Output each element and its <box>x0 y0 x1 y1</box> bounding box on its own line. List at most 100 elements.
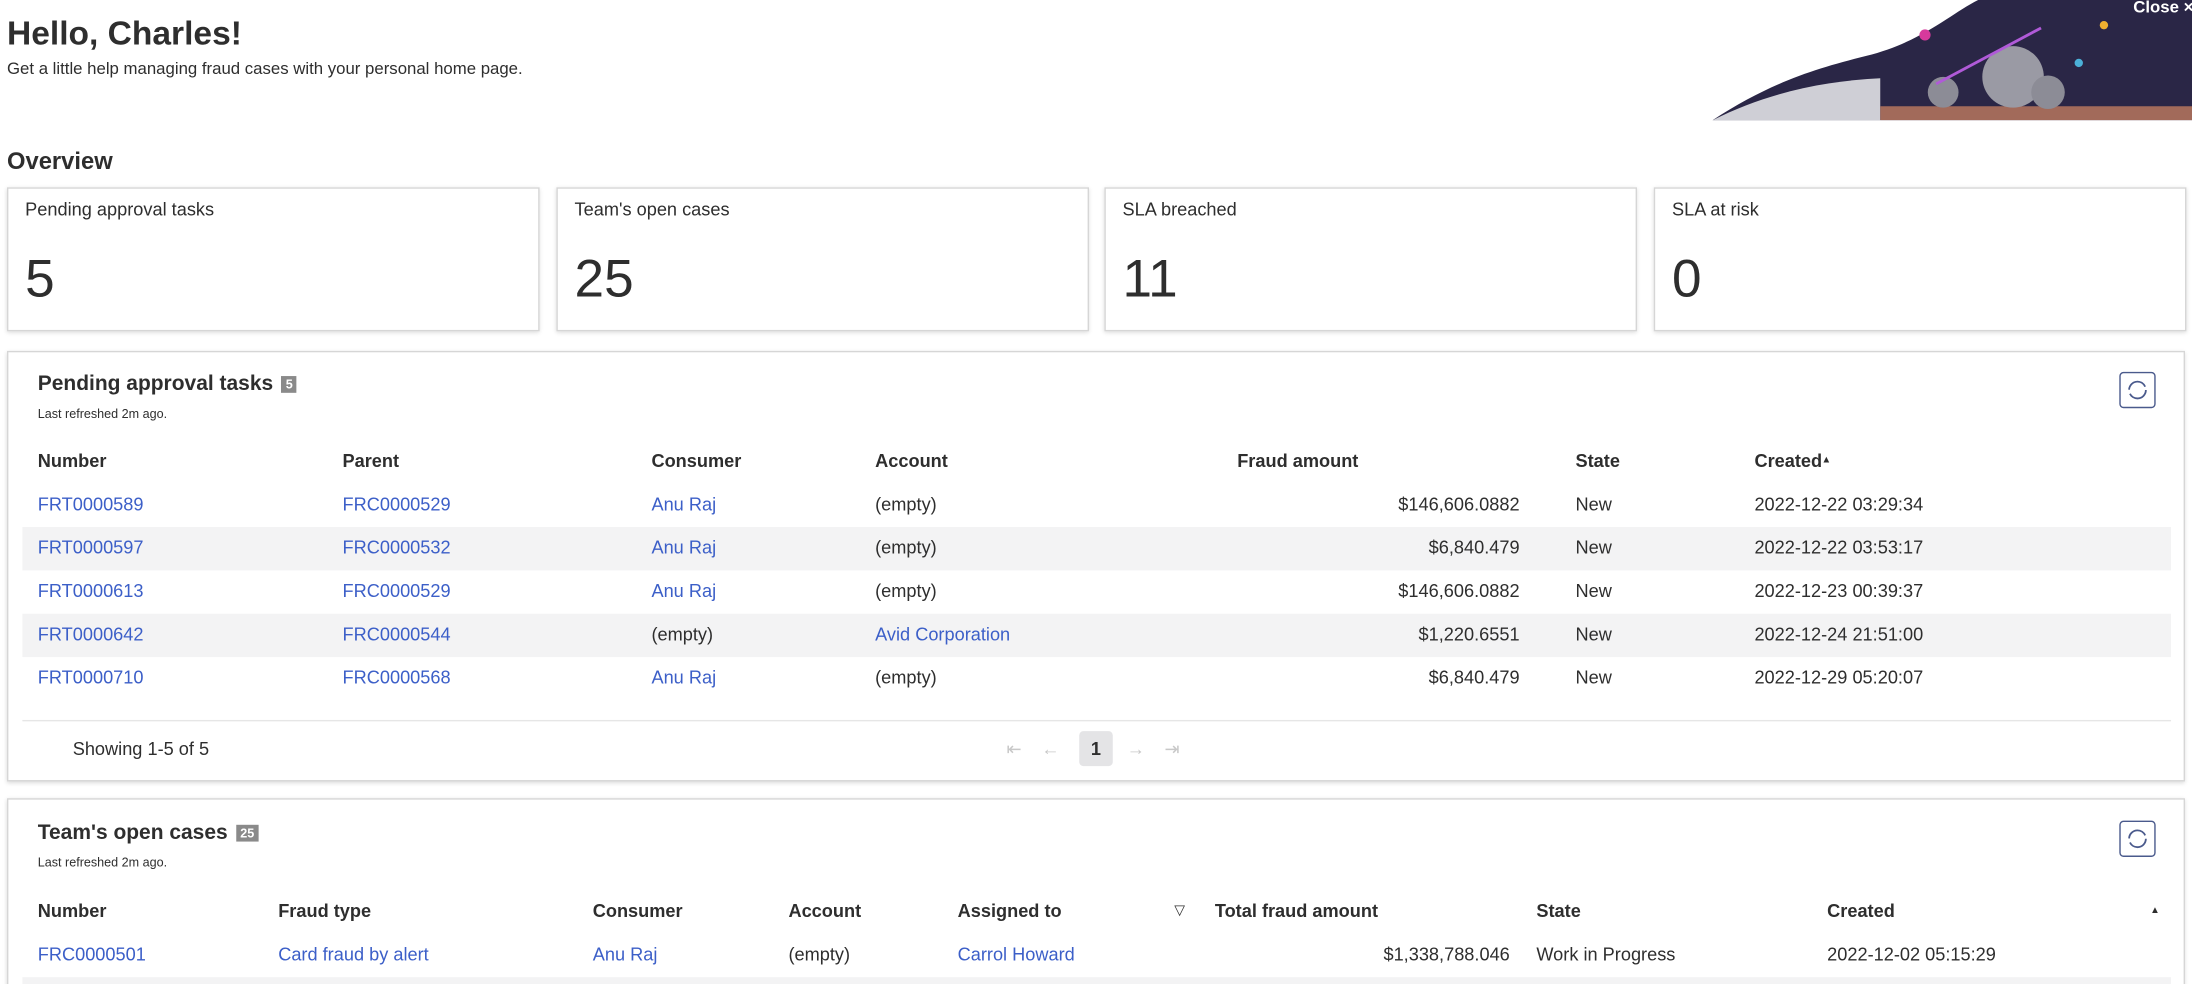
cell: (empty) <box>875 666 937 688</box>
cell-link[interactable]: FRT0000642 <box>37 623 144 645</box>
cell-link[interactable]: FRT0000597 <box>37 536 144 558</box>
page-number[interactable]: 1 <box>1079 731 1113 767</box>
illustration <box>1712 0 2192 121</box>
cell: $1,338,788.046 <box>1383 943 1510 965</box>
cell-link[interactable]: FRT0000589 <box>37 493 144 515</box>
column-header[interactable]: Created <box>1827 900 1895 922</box>
overview-card[interactable] <box>556 187 1090 332</box>
cell-link[interactable]: FRC0000529 <box>342 493 451 515</box>
cell: 2022-12-02 05:15:29 <box>1827 943 1996 965</box>
row-shade <box>22 613 2172 658</box>
column-header[interactable]: Account <box>875 450 948 472</box>
overview-card[interactable] <box>6 187 540 332</box>
refresh-button[interactable] <box>2119 820 2156 857</box>
cell: $146,606.0882 <box>1398 493 1520 515</box>
column-header[interactable]: Fraud type <box>278 900 372 922</box>
cell: 2022-12-29 05:20:07 <box>1754 666 1924 688</box>
pager-prev[interactable]: ⇤← <box>1006 738 1080 760</box>
row-shade <box>22 527 2172 571</box>
cell-link[interactable]: Avid Corporation <box>875 623 1011 645</box>
cell: $6,840.479 <box>1428 536 1520 558</box>
team-title: Team's open cases 25 <box>38 819 259 847</box>
close-label[interactable]: Close <box>2133 0 2179 17</box>
panel-title: Pending approval tasks <box>37 371 274 396</box>
cell: New <box>1575 536 1612 558</box>
cell-link[interactable]: Anu Raj <box>651 580 717 602</box>
cell: 2022-12-22 03:29:34 <box>1754 493 1924 515</box>
cell: New <box>1575 493 1612 515</box>
pager-next[interactable]: →⇥ <box>1126 738 1200 760</box>
cell: New <box>1575 666 1612 688</box>
row-shade <box>22 977 2172 984</box>
column-header[interactable]: Parent <box>342 450 400 472</box>
cell: (empty) <box>788 943 851 965</box>
filter-icon[interactable]: ▽ <box>1174 903 1186 919</box>
panel-title: Team's open cases <box>37 820 228 845</box>
cell: (empty) <box>651 623 714 645</box>
cell-link[interactable]: Anu Raj <box>651 493 717 515</box>
overview-card[interactable] <box>1104 187 1638 332</box>
cell-link[interactable]: FRT0000710 <box>37 666 144 688</box>
cell-link[interactable]: FRC0000532 <box>342 536 451 558</box>
cell: $146,606.0882 <box>1398 580 1520 602</box>
cell-link[interactable]: FRT0000613 <box>37 580 144 602</box>
cell-link[interactable]: FRC0000501 <box>37 943 146 965</box>
greeting: Hello, Charles! <box>6 15 242 54</box>
refresh-button[interactable] <box>2119 371 2156 409</box>
cell: 2022-12-22 03:53:17 <box>1754 536 1924 558</box>
cell-link[interactable]: Card fraud by alert <box>278 943 429 965</box>
column-header[interactable]: Consumer <box>592 900 683 922</box>
sort-icon[interactable]: ▲ <box>1821 455 1832 466</box>
column-header[interactable]: State <box>1575 450 1620 472</box>
overview-card[interactable] <box>1653 187 2187 332</box>
overview-title: Overview <box>6 148 113 175</box>
cell: $6,840.479 <box>1428 666 1520 688</box>
cell-link[interactable]: Anu Raj <box>651 666 717 688</box>
column-header[interactable]: Consumer <box>651 450 742 472</box>
pending-title: Pending approval tasks 5 <box>38 370 297 398</box>
card-label: SLA at risk <box>1671 198 1759 220</box>
column-header[interactable]: Number <box>37 900 107 922</box>
cell-link[interactable]: Anu Raj <box>592 943 658 965</box>
column-header[interactable]: State <box>1536 900 1581 922</box>
cell: New <box>1575 623 1612 645</box>
cell-link[interactable]: FRC0000529 <box>342 580 451 602</box>
sort-icon[interactable]: ▲ <box>2150 905 2160 916</box>
cell: Work in Progress <box>1536 943 1676 965</box>
column-header[interactable]: Number <box>37 450 107 472</box>
cell-link[interactable]: FRC0000568 <box>342 666 451 688</box>
card-value: 25 <box>574 250 634 309</box>
cell-link[interactable]: FRC0000544 <box>342 623 451 645</box>
card-value: 0 <box>1671 250 1702 309</box>
column-header[interactable]: Total fraud amount <box>1214 900 1379 922</box>
cell: 2022-12-23 00:39:37 <box>1754 580 1924 602</box>
column-header[interactable]: Fraud amount <box>1237 450 1359 472</box>
cell: 2022-12-24 21:51:00 <box>1754 623 1924 645</box>
refreshed: Last refreshed 2m ago. <box>37 406 168 421</box>
card-label: Team's open cases <box>574 198 730 220</box>
subtitle: Get a little help managing fraud cases w… <box>6 58 523 79</box>
card-value: 5 <box>25 250 55 309</box>
column-header[interactable]: Created <box>1754 450 1823 472</box>
cell: $1,220.6551 <box>1418 623 1520 645</box>
cell: (empty) <box>875 536 937 558</box>
cell: (empty) <box>875 493 937 515</box>
card-value: 11 <box>1122 250 1178 309</box>
count-badge: 25 <box>236 824 259 842</box>
count-badge: 5 <box>281 376 297 393</box>
close-button[interactable]: Close × <box>2133 0 2192 17</box>
divider <box>22 719 2172 722</box>
column-header[interactable]: Account <box>788 900 862 922</box>
card-label: Pending approval tasks <box>25 198 215 220</box>
cell-link[interactable]: Carrol Howard <box>957 943 1075 965</box>
card-label: SLA breached <box>1122 198 1237 220</box>
team-panel <box>6 798 2186 984</box>
refreshed: Last refreshed 2m ago. <box>37 855 168 870</box>
cell: New <box>1575 580 1612 602</box>
cell: (empty) <box>875 580 937 602</box>
cell-link[interactable]: Anu Raj <box>651 536 717 558</box>
column-header[interactable]: Assigned to <box>957 900 1062 922</box>
showing: Showing 1-5 of 5 <box>72 738 210 760</box>
